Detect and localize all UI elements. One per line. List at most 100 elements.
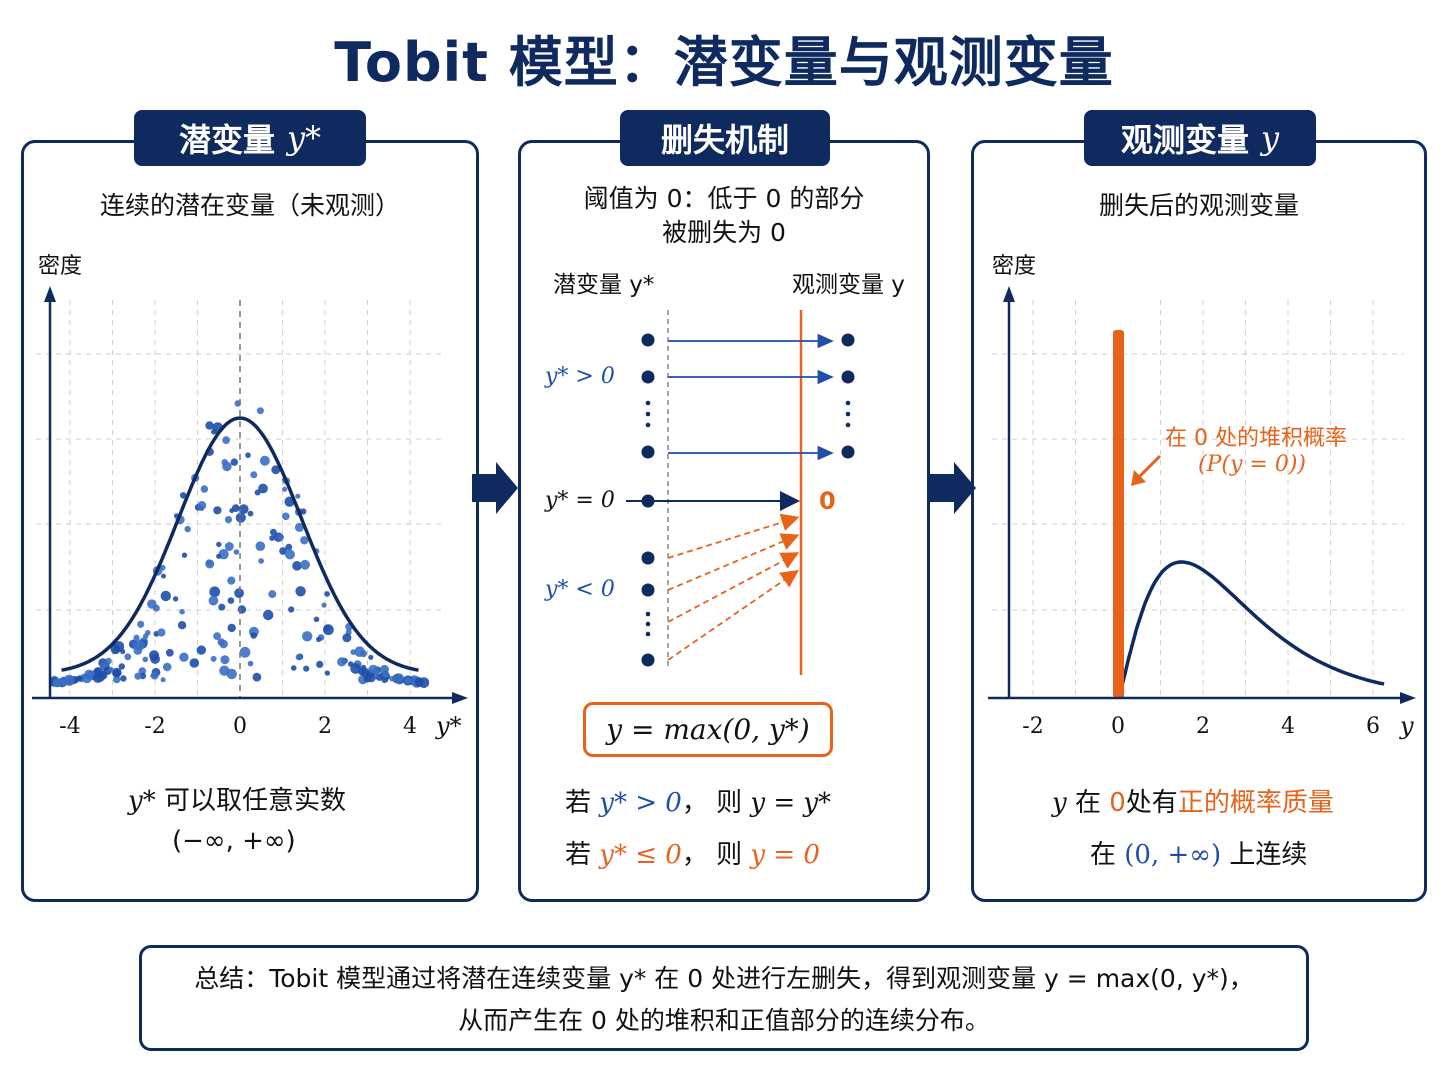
latent-sample-dot bbox=[196, 645, 206, 655]
latent-sample-dot bbox=[134, 639, 145, 651]
censor-subtitle-line2: 被删失为 0 bbox=[662, 218, 786, 247]
label-positive: y* > 0 bbox=[545, 364, 615, 389]
latent-sample-dot bbox=[124, 653, 132, 661]
latent-sample-dot bbox=[150, 654, 161, 664]
formula-text: y = max(0, y*) bbox=[606, 713, 810, 746]
latent-sample-dot bbox=[142, 656, 149, 663]
observed-x-axis-arrow bbox=[1400, 692, 1416, 704]
observed-dot bbox=[841, 370, 855, 384]
latent-sample-dot bbox=[216, 553, 222, 559]
latent-sample-dot bbox=[290, 665, 297, 671]
point-mass-bar bbox=[1113, 330, 1124, 698]
latent-sample-dot bbox=[82, 673, 92, 684]
latent-sample-dot bbox=[179, 608, 185, 615]
latent-sample-dot bbox=[292, 561, 302, 571]
map-arrow-censored bbox=[667, 552, 800, 623]
latent-sample-dot bbox=[252, 672, 262, 682]
latent-note-symbol: y* bbox=[128, 786, 156, 816]
latent-sample-dot bbox=[382, 670, 390, 679]
latent-sample-dot bbox=[418, 677, 430, 688]
latent-sample-dot bbox=[227, 597, 235, 604]
latent-xlabel: y* bbox=[436, 712, 462, 740]
rule-1-prefix: 若 bbox=[565, 788, 592, 818]
latent-sample-dot bbox=[239, 646, 251, 658]
latent-sample-dot bbox=[282, 512, 290, 521]
latent-sample-dot bbox=[179, 652, 189, 662]
panel-censoring bbox=[518, 140, 930, 902]
latent-sample-dot bbox=[112, 667, 122, 678]
latent-sample-dot bbox=[226, 668, 237, 680]
latent-dot bbox=[641, 333, 655, 347]
summary-line2: 从而产生在 0 处的堆积和正值部分的连续分布。 bbox=[458, 1006, 990, 1035]
latent-sample-dot bbox=[342, 633, 352, 643]
latent-sample-dot bbox=[224, 542, 234, 551]
observed-ylabel: 密度 bbox=[992, 254, 1037, 279]
observed-dot bbox=[841, 333, 855, 347]
latent-sample-dot bbox=[258, 558, 264, 564]
observed-dot bbox=[841, 445, 855, 459]
latent-sample-dot bbox=[177, 621, 187, 630]
latent-tick-label: 4 bbox=[403, 714, 417, 739]
main-title: Tobit 模型：潜变量与观测变量 bbox=[334, 31, 1114, 94]
latent-sample-dot bbox=[181, 552, 188, 558]
latent-sample-dot bbox=[184, 525, 191, 533]
latent-sample-dot bbox=[324, 591, 330, 597]
latent-normal-curve bbox=[61, 416, 419, 672]
observed-note-highlight: 正的概率质量 bbox=[1177, 788, 1334, 818]
observed-note-line1: y 在 0处有正的概率质量 bbox=[1052, 782, 1334, 819]
latent-sample-dot bbox=[133, 634, 140, 641]
latent-sample-dot bbox=[52, 678, 62, 688]
latent-sample-dot bbox=[302, 631, 313, 642]
latent-sample-dot bbox=[285, 543, 293, 551]
latent-sample-dot bbox=[233, 549, 240, 555]
latent-sample-dot bbox=[300, 536, 309, 545]
observed-note2-b: 上连续 bbox=[1229, 840, 1308, 870]
latent-sample-dot bbox=[222, 436, 231, 444]
latent-tick-label: -4 bbox=[59, 714, 80, 739]
latent-sample-dot bbox=[294, 522, 304, 532]
observed-tick-label: 0 bbox=[1111, 714, 1125, 739]
latent-sample-dot bbox=[389, 676, 395, 682]
latent-sample-dot bbox=[216, 541, 222, 548]
latent-sample-dot bbox=[269, 535, 275, 541]
latent-sample-dot bbox=[197, 501, 207, 510]
latent-sample-dot bbox=[321, 602, 327, 608]
summary-line1: 总结：Tobit 模型通过将潜在连续变量 y* 在 0 处进行左删失，得到观测变… bbox=[194, 964, 1254, 993]
observed-tick-label: 4 bbox=[1281, 714, 1295, 739]
latent-sample-dot bbox=[213, 506, 222, 515]
latent-sample-dot bbox=[160, 590, 171, 602]
latent-sample-dot bbox=[138, 667, 147, 675]
latent-dot bbox=[641, 370, 655, 384]
latent-subtitle: 连续的潜在变量（未观测） bbox=[99, 191, 400, 220]
rule-2-condition: y* ≤ 0 bbox=[599, 840, 682, 870]
rule-2-prefix: 若 bbox=[565, 840, 592, 870]
latent-sample-dot bbox=[366, 672, 376, 683]
latent-sample-dot bbox=[209, 586, 221, 598]
latent-dot bbox=[641, 653, 655, 667]
latent-sample-dot bbox=[368, 664, 379, 675]
latent-sample-dot bbox=[361, 664, 367, 670]
tab-censoring: 删失机制 bbox=[620, 110, 830, 166]
latent-sample-dot bbox=[120, 648, 126, 655]
tab-observed-symbol: y bbox=[1260, 119, 1280, 157]
latent-sample-dot bbox=[205, 559, 213, 566]
observed-density-curve bbox=[1120, 560, 1385, 699]
latent-sample-dot bbox=[220, 655, 230, 665]
label-zero: y* = 0 bbox=[545, 488, 615, 513]
latent-sample-dot bbox=[259, 455, 270, 466]
observed-tick-label: -2 bbox=[1022, 714, 1043, 739]
observed-note-zero: 0 bbox=[1109, 788, 1126, 818]
censor-subtitle-line1: 阈值为 0：低于 0 的部分 bbox=[583, 184, 865, 213]
panel-observed bbox=[971, 140, 1427, 902]
observed-tick-label: 6 bbox=[1366, 714, 1380, 739]
latent-sample-dot bbox=[172, 596, 179, 602]
observed-xlabel: y bbox=[1400, 712, 1414, 740]
rule-2-mid: ， 则 bbox=[681, 840, 743, 870]
latent-sample-dot bbox=[238, 504, 249, 514]
latent-sample-dot bbox=[313, 616, 320, 623]
label-negative: y* < 0 bbox=[545, 577, 615, 602]
latent-sample-dot bbox=[271, 465, 281, 475]
latent-sample-dot bbox=[393, 673, 404, 684]
